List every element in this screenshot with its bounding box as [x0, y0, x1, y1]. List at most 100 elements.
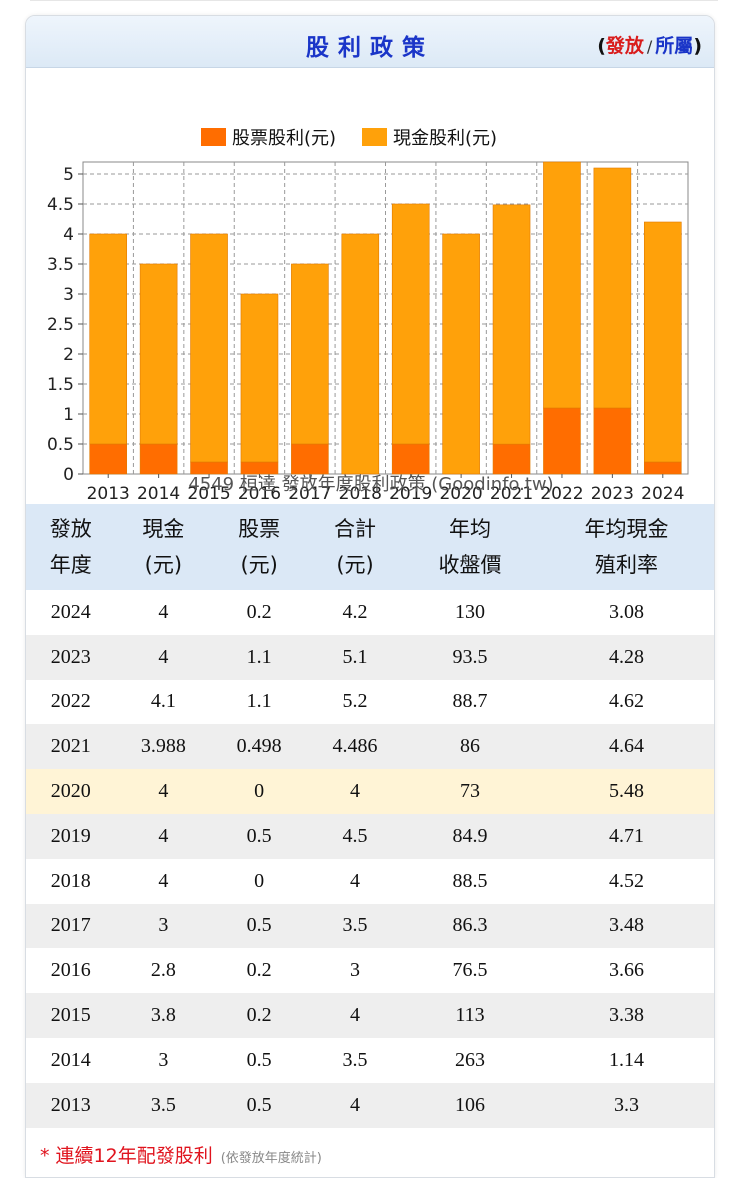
- table-cell: 2015: [26, 993, 116, 1038]
- bar-cash-dividend: [89, 233, 128, 445]
- legend-swatch-cash: [362, 128, 387, 146]
- table-row: 2019 4 0.5 4.5 84.9 4.71: [26, 813, 714, 859]
- bar-cash-dividend: [190, 233, 228, 463]
- table-cell: 0.5: [211, 1037, 308, 1083]
- table-cell: 2020: [26, 769, 116, 814]
- table-row: 2015 3.8 0.2 4 113 3.38: [26, 993, 714, 1038]
- y-tick-label: 3: [63, 285, 74, 305]
- table-cell: 130: [402, 590, 538, 635]
- y-tick-label: 4.5: [47, 195, 74, 215]
- bar-cash-dividend: [240, 293, 279, 463]
- table-row: 2016 2.8 0.2 3 76.5 3.66: [26, 948, 714, 994]
- view-toggle: (發放 / 所屬): [597, 31, 702, 58]
- header-line-2: 年度: [49, 553, 92, 577]
- table-cell: 2021: [26, 724, 116, 770]
- y-tick-label: 1: [63, 405, 74, 425]
- bar-cash-dividend: [643, 221, 682, 463]
- table-cell: 1.1: [211, 634, 308, 680]
- x-axis: 2013 2014 2015 2016 2017 2018 2019 2020 2021 2022…: [87, 474, 684, 504]
- dividend-table: 發放 年度 現金 (元) 股票 (元) 合計 (元) 年均 收盤價 年均現金 殖利率 2024 4 0.2…: [26, 504, 714, 1128]
- table-cell: 4: [115, 634, 212, 680]
- x-tick-label: 2015: [187, 484, 230, 504]
- table-cell: 4.64: [537, 724, 714, 770]
- header-line-1: 現金: [142, 517, 185, 541]
- bar-stock-dividend: [492, 443, 531, 475]
- table-cell: 5.2: [307, 679, 403, 725]
- toggle-issue-year-link[interactable]: 發放: [605, 35, 644, 57]
- table-cell: 76.5: [402, 948, 538, 994]
- footnote-text: * 連續12年配發股利: [40, 1145, 213, 1167]
- table-cell: 4.5: [307, 813, 403, 859]
- bar-stock-dividend: [543, 407, 581, 475]
- table-cell: 4.52: [537, 858, 714, 904]
- bar-stock-dividend: [89, 443, 128, 475]
- table-cell: 3.5: [307, 1037, 403, 1083]
- header-line-2: 殖利率: [595, 553, 659, 577]
- table-cell: 4: [115, 858, 212, 904]
- table-cell: 88.5: [402, 858, 538, 904]
- dividend-bar-chart: 股票股利(元) 現金股利(元) 0 0.5 1 1.5 2 2.5 3 3.5 4 4.5 5 201…: [47, 128, 689, 504]
- table-cell: 4.1: [115, 679, 212, 725]
- table-cell: 2019: [26, 813, 116, 859]
- x-tick-label: 2020: [439, 484, 482, 504]
- table-cell: 4.2: [307, 590, 403, 635]
- x-tick-label: 2013: [87, 484, 130, 504]
- table-row: 2023 4 1.1 5.1 93.5 4.28: [26, 634, 714, 680]
- top-divider: [30, 0, 718, 4]
- table-cell: 113: [402, 993, 538, 1038]
- table-cell: 3.08: [537, 590, 714, 635]
- header-line-1: 股票: [238, 517, 281, 541]
- bar-cash-dividend: [391, 203, 430, 445]
- table-row: 2014 3 0.5 3.5 263 1.14: [26, 1037, 714, 1083]
- table-row: 2018 4 0 4 88.5 4.52: [26, 858, 714, 904]
- table-cell: 2016: [26, 948, 116, 994]
- legend-label-stock: 股票股利(元): [232, 128, 336, 149]
- x-tick-label: 2022: [540, 484, 583, 504]
- bar-stock-dividend: [391, 443, 430, 475]
- toggle-separator: /: [646, 37, 653, 56]
- header-line-1: 年均: [449, 517, 491, 541]
- column-header: 年均現金 殖利率: [537, 504, 714, 590]
- table-cell: 4: [307, 993, 403, 1038]
- table-cell: 93.5: [402, 634, 538, 680]
- table-cell: 3: [115, 1037, 212, 1083]
- table-cell: 2018: [26, 858, 116, 904]
- x-tick-label: 2017: [288, 484, 331, 504]
- table-cell: 0.498: [211, 724, 308, 770]
- table-cell: 3: [307, 948, 403, 994]
- table-cell: 84.9: [402, 813, 538, 859]
- table-header-row: 發放 年度 現金 (元) 股票 (元) 合計 (元) 年均 收盤價 年均現金 殖利率: [26, 504, 714, 590]
- column-header: 年均 收盤價: [402, 504, 538, 590]
- table-cell: 3.8: [115, 993, 212, 1038]
- table-cell: 0: [211, 858, 308, 904]
- y-tick-label: 0: [63, 465, 74, 485]
- table-cell: 4: [307, 1082, 403, 1128]
- table-cell: 106: [402, 1082, 538, 1128]
- x-tick-label: 2019: [389, 484, 432, 504]
- bar-cash-dividend: [341, 233, 380, 475]
- header-line-2: 收盤價: [438, 553, 502, 577]
- table-cell: 0: [211, 769, 308, 814]
- toggle-belong-year-link[interactable]: 所屬: [655, 35, 694, 57]
- table-cell: 1.14: [537, 1037, 714, 1083]
- table-cell: 0.5: [211, 903, 308, 949]
- table-row: 2013 3.5 0.5 4 106 3.3: [26, 1082, 714, 1128]
- table-cell: 4.28: [537, 634, 714, 680]
- legend-swatch-stock: [201, 128, 226, 146]
- table-cell: 0.2: [211, 590, 308, 635]
- table-body: 2024 4 0.2 4.2 130 3.08 2023 4 1.1 5.1 93.5 4.28 202…: [26, 590, 714, 1128]
- x-tick-label: 2021: [490, 484, 533, 504]
- y-tick-label: 2: [63, 345, 74, 365]
- y-tick-label: 5: [63, 165, 74, 185]
- y-tick-label: 4: [63, 225, 74, 245]
- table-cell: 86: [402, 724, 538, 770]
- header-line-1: 發放: [49, 517, 92, 541]
- table-cell: 3.3: [537, 1082, 714, 1128]
- table-cell: 4: [115, 813, 212, 859]
- column-header: 股票 (元): [211, 504, 308, 590]
- table-cell: 0.5: [211, 813, 308, 859]
- table-cell: 2014: [26, 1037, 116, 1083]
- table-cell: 263: [402, 1037, 538, 1083]
- table-cell: 3: [115, 903, 212, 949]
- bar-cash-dividend: [139, 263, 178, 445]
